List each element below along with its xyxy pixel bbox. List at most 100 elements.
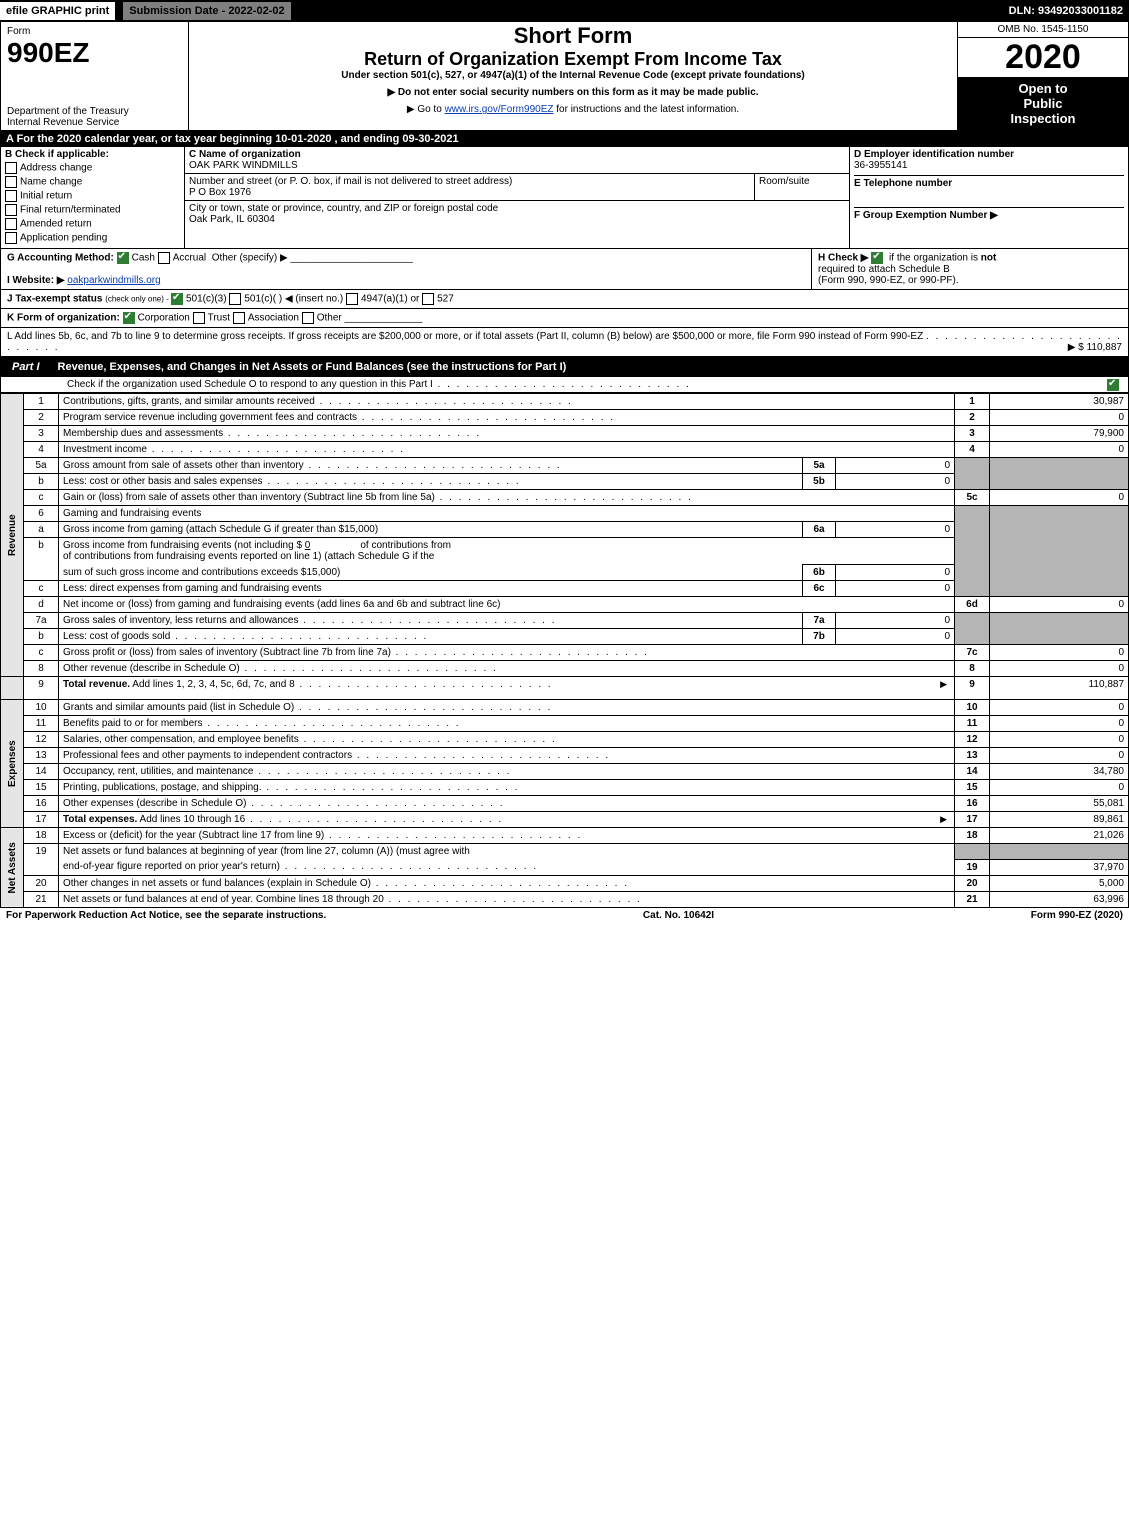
section-net-assets: Net Assets [1,828,24,908]
col-b-label: B Check if applicable: [5,149,180,160]
short-form-title: Short Form [195,23,951,49]
checkbox-trust[interactable] [193,312,205,324]
line-19-value: 37,970 [990,859,1129,875]
line-k: K Form of organization: Corporation Trus… [0,309,1129,328]
line-l: L Add lines 5b, 6c, and 7b to line 9 to … [0,328,1129,357]
page-footer: For Paperwork Reduction Act Notice, see … [0,908,1129,923]
checkbox-application-pending[interactable] [5,232,17,244]
column-b: B Check if applicable: Address change Na… [1,147,185,248]
title-box: Short Form Return of Organization Exempt… [189,22,958,130]
part-1-title: Revenue, Expenses, and Changes in Net As… [58,361,567,373]
checkbox-501c[interactable] [229,293,241,305]
form-id-box: Form 990EZ Department of the TreasuryInt… [1,22,189,130]
line-18-value: 21,026 [990,828,1129,844]
warning-note: ▶ Do not enter social security numbers o… [195,87,951,98]
line-1-value: 30,987 [990,394,1129,410]
info-grid: B Check if applicable: Address change Na… [0,147,1129,249]
line-20-value: 5,000 [990,875,1129,891]
part-1-label: Part I [6,359,50,375]
line-5b-value: 0 [836,474,955,490]
checkbox-other-org[interactable] [302,312,314,324]
top-bar: efile GRAPHIC print Submission Date - 20… [0,0,1129,22]
line-12-value: 0 [990,732,1129,748]
instructions-link[interactable]: www.irs.gov/Form990EZ [445,104,554,115]
website-link[interactable]: oakparkwindmills.org [67,275,160,286]
line-3-value: 79,900 [990,426,1129,442]
checkbox-corporation[interactable] [123,312,135,324]
checkbox-address-change[interactable] [5,162,17,174]
line-13-value: 0 [990,748,1129,764]
group-exemption-label: F Group Exemption Number ▶ [854,210,998,221]
checkbox-amended-return[interactable] [5,218,17,230]
line-7c-value: 0 [990,645,1129,661]
line-8-value: 0 [990,661,1129,677]
checkbox-initial-return[interactable] [5,190,17,202]
checkbox-501c3[interactable] [171,293,183,305]
line-6d-value: 0 [990,597,1129,613]
column-c-d: C Name of organization OAK PARK WINDMILL… [185,147,1128,248]
org-name: OAK PARK WINDMILLS [189,160,298,171]
line-4-value: 0 [990,442,1129,458]
checkbox-527[interactable] [422,293,434,305]
address-cell: Number and street (or P. O. box, if mail… [185,174,849,201]
checkbox-name-change[interactable] [5,176,17,188]
checkbox-accrual[interactable] [158,252,170,264]
room-suite-label: Room/suite [759,176,810,187]
footer-left: For Paperwork Reduction Act Notice, see … [6,910,326,921]
footer-cat-no: Cat. No. 10642I [643,910,714,921]
checkbox-association[interactable] [233,312,245,324]
line-7a-value: 0 [836,613,955,629]
line-11-value: 0 [990,716,1129,732]
line-7b-value: 0 [836,629,955,645]
inspection-label: Open toPublicInspection [958,77,1128,130]
line-6c-value: 0 [836,581,955,597]
org-name-cell: C Name of organization OAK PARK WINDMILL… [185,147,849,174]
section-revenue: Revenue [1,394,24,677]
line-9-value: 110,887 [990,677,1129,700]
part-1-table: Revenue 1 Contributions, gifts, grants, … [0,393,1129,908]
topbar-spacer [293,8,1003,14]
ein-value: 36-3955141 [854,160,907,171]
form-number: 990EZ [7,37,182,69]
instructions-note: ▶ Go to www.irs.gov/Form990EZ for instru… [195,104,951,115]
checkbox-schedule-b[interactable] [871,252,883,264]
omb-label: OMB No. 1545-1150 [958,22,1128,38]
line-5a-value: 0 [836,458,955,474]
part-1-check-note: Check if the organization used Schedule … [0,377,1129,393]
checkbox-schedule-o-part1[interactable] [1107,379,1119,391]
line-h: H Check ▶ if the organization is not req… [811,249,1128,289]
street-address: P O Box 1976 [189,187,251,198]
line-10-value: 0 [990,700,1129,716]
line-6a-value: 0 [836,522,955,538]
phone-label: E Telephone number [854,178,952,189]
line-17-value: 89,861 [990,812,1129,828]
row-a-period: A For the 2020 calendar year, or tax yea… [0,131,1129,147]
line-g-h: G Accounting Method: Cash Accrual Other … [0,249,1129,290]
dln-label: DLN: 93492033001182 [1003,2,1129,20]
form-word: Form [7,26,182,37]
line-21-value: 63,996 [990,891,1129,907]
line-6b-value: 0 [836,565,955,581]
part-1-header: Part I Revenue, Expenses, and Changes in… [0,357,1129,377]
footer-right: Form 990-EZ (2020) [1031,910,1123,921]
ein-label: D Employer identification number [854,149,1014,160]
checkbox-4947a1[interactable] [346,293,358,305]
checkbox-cash[interactable] [117,252,129,264]
main-title: Return of Organization Exempt From Incom… [195,49,951,70]
website-label: I Website: ▶ [7,275,65,286]
efile-label: efile GRAPHIC print [0,2,117,20]
section-expenses: Expenses [1,700,24,828]
city-cell: City or town, state or province, country… [185,201,849,227]
line-16-value: 55,081 [990,796,1129,812]
checkbox-final-return[interactable] [5,204,17,216]
form-header: Form 990EZ Department of the TreasuryInt… [0,22,1129,131]
column-c: C Name of organization OAK PARK WINDMILL… [185,147,850,248]
line-2-value: 0 [990,410,1129,426]
tax-year: 2020 [958,38,1128,77]
city-state-zip: Oak Park, IL 60304 [189,214,275,225]
submission-date: Submission Date - 2022-02-02 [121,0,292,22]
line-14-value: 34,780 [990,764,1129,780]
right-header-box: OMB No. 1545-1150 2020 Open toPublicInsp… [958,22,1128,130]
line-15-value: 0 [990,780,1129,796]
department-label: Department of the TreasuryInternal Reven… [7,106,129,128]
